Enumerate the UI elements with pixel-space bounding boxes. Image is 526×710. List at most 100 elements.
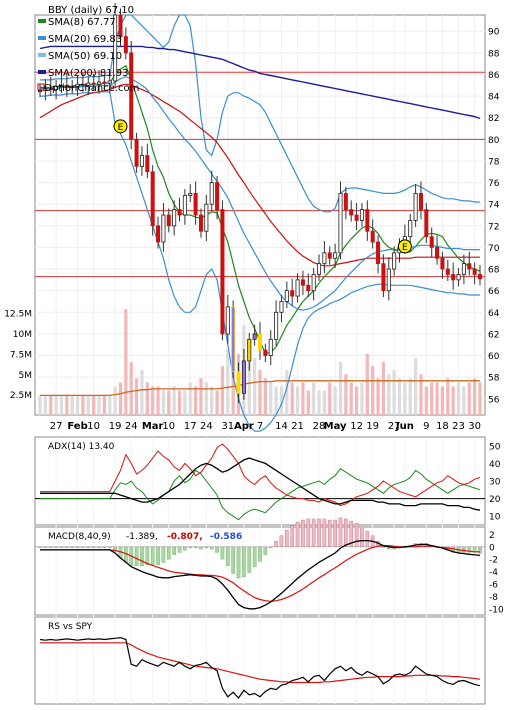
volume-bar: [312, 382, 316, 415]
adx-tick-label: 50: [489, 442, 501, 452]
volume-bar: [167, 390, 171, 415]
macd-histogram-bar: [258, 546, 262, 562]
macd-histogram-bar: [161, 546, 166, 563]
macd-histogram-bar: [365, 531, 370, 548]
x-tick-label: Jun: [395, 421, 414, 432]
volume-bar: [301, 382, 305, 415]
candle-body: [241, 360, 246, 394]
x-tick-label: 24: [200, 421, 213, 432]
candle-body: [54, 85, 59, 90]
candle-body: [209, 182, 214, 205]
x-tick-label: 10: [162, 421, 175, 432]
volume-bar: [392, 370, 396, 415]
macd-histogram-bar: [322, 518, 327, 548]
macd-tick-label: 2: [489, 531, 495, 541]
candle-body: [247, 338, 252, 362]
candle-body: [80, 83, 85, 86]
price-tick-label: 70: [488, 244, 500, 254]
rs-label: RS vs SPY: [48, 622, 93, 632]
volume-bar: [295, 386, 300, 415]
macd-histogram-bar: [290, 525, 295, 548]
macd-histogram-bar: [247, 546, 252, 573]
candle-body: [86, 82, 91, 86]
macd-histogram-bar: [360, 526, 364, 548]
volume-bar: [456, 382, 461, 415]
candle-body: [220, 209, 225, 335]
candle-body: [343, 192, 348, 210]
volume-bar: [220, 366, 225, 415]
macd-histogram-bar: [209, 546, 214, 550]
volume-bar: [269, 382, 273, 415]
macd-histogram-bar: [134, 546, 139, 566]
macd-histogram-bar: [236, 546, 241, 579]
candle-body: [472, 268, 477, 275]
price-tick-label: 90: [488, 28, 500, 38]
price-tick-label: 68: [488, 266, 500, 276]
volume-bar: [435, 382, 439, 415]
volume-bar: [194, 386, 198, 415]
volume-bar: [397, 378, 402, 415]
candle-body: [70, 85, 75, 88]
macd-tick-label: -6: [489, 581, 498, 591]
macd-histogram-bar: [145, 546, 150, 565]
macd-label: MACD(8,40,9): [48, 532, 111, 542]
macd-tick-label: -2: [489, 556, 498, 566]
candle-body: [198, 214, 203, 232]
price-tick-label: 58: [488, 374, 500, 384]
volume-bar: [70, 395, 74, 415]
volume-bar: [188, 382, 192, 415]
volume-bar: [285, 370, 289, 415]
x-tick-label: Apr: [234, 421, 254, 432]
candle-body: [252, 333, 257, 340]
volume-bar: [204, 382, 208, 415]
volume-bar: [151, 386, 155, 415]
candle-body: [177, 209, 182, 216]
price-tick-label: 62: [488, 330, 499, 340]
candle-body: [204, 203, 209, 232]
candle-body: [134, 138, 139, 167]
candle-body: [429, 236, 434, 248]
volume-bar: [81, 394, 85, 415]
price-tick-label: 66: [488, 287, 500, 297]
candle-body: [284, 290, 289, 302]
rs-line: [39, 636, 481, 699]
volume-bar: [97, 394, 101, 415]
volume-tick-label: 2.5M: [10, 391, 32, 401]
volume-bar: [140, 370, 144, 415]
candle-body: [37, 90, 43, 93]
volume-bar: [54, 394, 58, 415]
macd-tick-label: -4: [489, 568, 498, 578]
macd-histogram-bar: [215, 546, 219, 553]
volume-bar: [247, 362, 251, 415]
volume-bar: [306, 390, 310, 415]
macd-histogram-bar: [199, 546, 203, 550]
candle-body: [435, 247, 440, 259]
volume-bar: [360, 382, 364, 415]
macd-histogram-bar: [252, 546, 257, 568]
candle-body: [91, 82, 96, 85]
macd-value-1: -1.389,: [126, 532, 158, 542]
legend-sma50: SMA(50) 69.10: [48, 51, 122, 62]
x-tick-label: 27: [50, 421, 63, 432]
price-tick-label: 56: [488, 395, 500, 405]
candle-body: [279, 301, 284, 313]
macd-histogram-bar: [172, 546, 176, 555]
candle-body: [376, 241, 381, 265]
candle-body: [172, 209, 177, 227]
legend-sma20: SMA(20) 69.83: [48, 34, 122, 45]
volume-bar: [134, 378, 139, 415]
macd-histogram-bar: [150, 546, 155, 565]
candle-body: [349, 209, 354, 216]
candle-body: [408, 220, 413, 238]
volume-bar: [371, 366, 375, 415]
volume-bar: [253, 357, 257, 415]
macd-histogram-bar: [354, 523, 359, 548]
candle-body: [338, 192, 343, 254]
volume-bar: [65, 394, 69, 415]
watermark: OptionChance.com: [44, 83, 139, 94]
macd-histogram-bar: [306, 518, 311, 548]
volume-bar: [49, 395, 53, 415]
volume-bar: [75, 395, 80, 415]
legend-swatch-sma50: [38, 53, 46, 57]
